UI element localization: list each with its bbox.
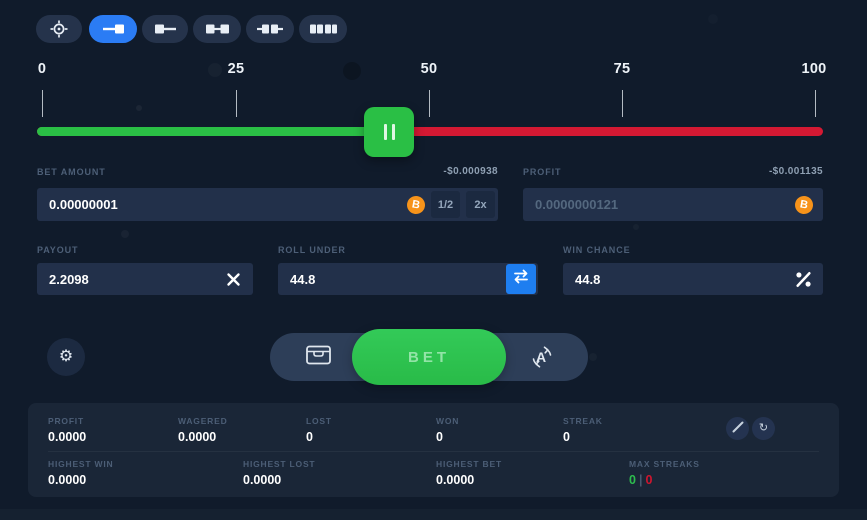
roll-under-box	[278, 263, 538, 295]
gear-icon: ⚙	[58, 348, 74, 365]
profit-input[interactable]	[523, 197, 795, 212]
mode-button-slider-handle-right[interactable]	[89, 15, 137, 43]
multiply-icon	[226, 272, 241, 287]
stat-highest-lost: HIGHEST LOST 0.0000	[243, 459, 316, 487]
win-chance-box	[563, 263, 823, 295]
stat-max-streaks: MAX STREAKS 0 | 0	[629, 459, 700, 487]
bitcoin-icon: B	[793, 194, 815, 215]
stat-highest-win: HIGHEST WIN 0.0000	[48, 459, 114, 487]
win-chance-label: WIN CHANCE	[563, 245, 631, 255]
win-chance-input[interactable]	[563, 271, 794, 287]
mode-button-inside-range[interactable]	[246, 15, 294, 43]
swap-icon	[513, 269, 529, 289]
auto-bet-icon: A	[528, 343, 556, 371]
stat-won: WON 0	[436, 416, 460, 444]
max-loss-streak: 0	[645, 473, 653, 487]
reset-icon: ↻	[758, 422, 769, 434]
roll-slider-track[interactable]	[37, 127, 823, 136]
profit-usd: -$0.001135	[768, 166, 823, 177]
slider-multi-range-icon	[309, 23, 337, 35]
payout-box	[37, 263, 253, 295]
background-particle	[633, 224, 639, 230]
swap-over-under-button[interactable]	[506, 264, 536, 294]
bet-amount-usd: -$0.000938	[443, 166, 498, 177]
scale-label-75: 75	[613, 61, 631, 77]
percent-icon	[794, 270, 813, 289]
scale-label-0: 0	[37, 61, 47, 77]
bet-amount-box: B 1/2 2x	[37, 188, 498, 221]
stat-streak: STREAK 0	[563, 416, 603, 444]
auto-bet-button[interactable]: A	[518, 333, 566, 381]
stat-wagered: WAGERED 0.0000	[178, 416, 228, 444]
settings-button[interactable]: ⚙	[47, 338, 85, 376]
profit-box: B	[523, 188, 823, 221]
scale-tick	[42, 90, 43, 117]
bet-amount-label: BET AMOUNT	[37, 167, 106, 177]
scale-label-50: 50	[420, 61, 438, 77]
payout-label: PAYOUT	[37, 245, 79, 255]
slider-inside-range-icon	[257, 23, 283, 35]
bet-button[interactable]: BET	[352, 329, 506, 385]
bet-amount-header: BET AMOUNT -$0.000938	[37, 166, 498, 177]
slider-handle-left-icon	[154, 23, 177, 35]
scale-label-100: 100	[801, 61, 827, 77]
scale-label-25: 25	[227, 61, 245, 77]
mode-button-two-handles[interactable]	[193, 15, 241, 43]
profit-header: PROFIT -$0.001135	[523, 166, 823, 177]
wallet-icon	[305, 345, 331, 370]
stat-lost: LOST 0	[306, 416, 332, 444]
slider-two-handles-icon	[205, 23, 230, 35]
mode-button-multi-range[interactable]	[299, 15, 347, 43]
scale-tick	[429, 90, 430, 117]
background-particle	[589, 353, 597, 361]
win-chance-header: WIN CHANCE	[563, 245, 823, 255]
trend-line-icon	[732, 420, 744, 438]
scale-tick	[622, 90, 623, 117]
profit-label: PROFIT	[523, 167, 562, 177]
stat-profit: PROFIT 0.0000	[48, 416, 87, 444]
max-win-streak: 0	[629, 473, 636, 487]
target-icon	[50, 20, 68, 38]
stat-highest-bet: HIGHEST BET 0.0000	[436, 459, 502, 487]
mode-button-target[interactable]	[36, 15, 82, 43]
stats-panel: PROFIT 0.0000 WAGERED 0.0000 LOST 0 WON …	[28, 403, 839, 497]
background-particle	[343, 62, 361, 80]
background-particle	[136, 105, 142, 111]
slider-handle-right-icon	[102, 23, 125, 35]
scale-tick	[815, 90, 816, 117]
bet-amount-input[interactable]	[37, 197, 407, 212]
background-particle	[121, 230, 129, 238]
roll-under-input[interactable]	[278, 271, 506, 287]
double-bet-button[interactable]: 2x	[466, 191, 495, 218]
scale-tick	[236, 90, 237, 117]
background-particle	[708, 14, 718, 24]
roll-under-header: ROLL UNDER	[278, 245, 538, 255]
payout-input[interactable]	[37, 271, 226, 287]
half-bet-button[interactable]: 1/2	[431, 191, 460, 218]
stats-chart-button[interactable]	[726, 417, 749, 440]
stats-reset-button[interactable]: ↻	[752, 417, 775, 440]
roll-slider-win-range	[37, 127, 389, 136]
pause-icon	[383, 124, 387, 140]
roll-under-label: ROLL UNDER	[278, 245, 346, 255]
wallet-button[interactable]	[294, 333, 342, 381]
bitcoin-icon: B	[405, 194, 427, 215]
roll-slider-handle[interactable]	[364, 107, 414, 157]
payout-header: PAYOUT	[37, 245, 253, 255]
mode-button-slider-handle-left[interactable]	[142, 15, 188, 43]
stats-divider	[48, 451, 819, 452]
bottom-section-edge	[0, 509, 867, 520]
